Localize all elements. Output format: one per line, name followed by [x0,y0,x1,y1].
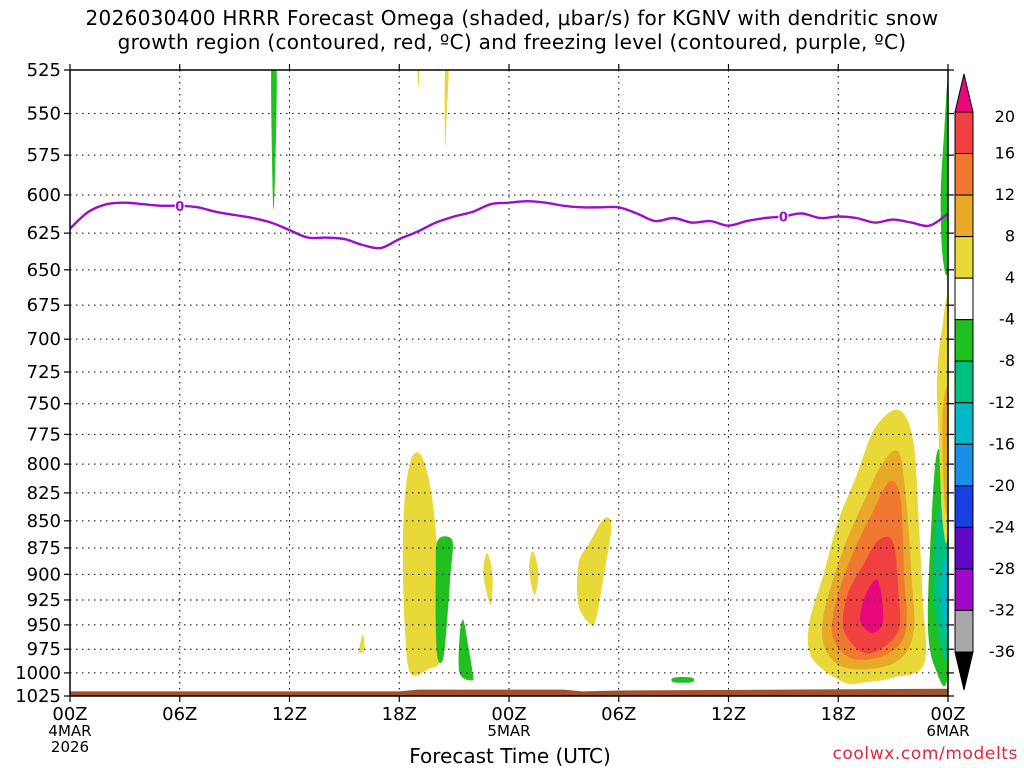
colorbar-segment-0 [954,111,974,155]
colorbar-label-12: -32 [989,600,1015,619]
y-tick-label-900: 900 [27,564,61,585]
y-tick-label-1000: 1000 [15,663,61,684]
colorbar-label-0: 20 [995,107,1015,126]
x-date-label-48: 6MAR [926,722,969,740]
y-tick-label-600: 600 [27,185,61,206]
omega-region-5 [577,517,612,626]
y-tick-label-800: 800 [27,454,61,475]
y-tick-label-525: 525 [27,60,61,81]
colorbar-segment-1 [954,153,974,196]
freezing-level-line [70,199,948,250]
title-line-2: growth region (contoured, red, ºC) and f… [117,30,907,54]
y-axis: 525 550 575 600 625 650 675 700 725 750 775 800 825 8… [15,60,954,707]
x-axis-label: Forecast Time (UTC) [409,744,611,768]
terrain-fill [70,688,948,696]
omega-region-3 [483,553,493,605]
y-tick-label-1025: 1025 [15,686,61,707]
y-tick-label-825: 825 [27,483,61,504]
omega-region-2 [458,619,474,681]
x-tick-label-42: 18Z [821,704,856,725]
y-tick-label-725: 725 [27,362,61,383]
y-tick-label-950: 950 [27,615,61,636]
omega-region-4 [529,551,539,595]
colorbar-segment-11 [954,568,974,611]
colorbar-segment-9 [954,485,974,528]
omega-region-15 [860,579,884,633]
y-tick-label-775: 775 [27,424,61,445]
x-tick-label-24: 00Z [491,704,526,725]
x-tick-label-6: 06Z [162,704,197,725]
colorbar-segment-3 [954,236,974,279]
y-tick-label-650: 650 [27,260,61,281]
y-tick-label-675: 675 [27,295,61,316]
colorbar-label-3: 8 [1005,227,1015,246]
omega-region-7 [444,70,449,149]
omega-region-0 [402,452,443,676]
colorbar-segment-10 [954,526,974,570]
y-tick-label-625: 625 [27,223,61,244]
colorbar-segment-2 [954,194,974,238]
y-tick-label-925: 925 [27,590,61,611]
chart-title: 2026030400 HRRR Forecast Omega (shaded, … [0,6,1024,54]
omega-region-8 [417,70,420,88]
x-tick-label-12: 12Z [272,704,307,725]
colorbar-label-1: 16 [995,144,1015,163]
terrain-shape [70,688,948,696]
colorbar-segment-7 [954,402,974,445]
colorbar-segment-8 [954,443,974,487]
freezing-level-label-0: 0 [175,200,184,215]
x-tick-label-0: 00Z [52,704,87,725]
omega-region-21 [940,81,948,276]
omega-region-6 [358,634,365,654]
grid-lines [70,70,948,696]
colorbar-label-7: -12 [989,393,1015,412]
y-tick-label-700: 700 [27,329,61,350]
colorbar-label-6: -8 [999,351,1015,370]
colorbar-label-9: -20 [989,476,1015,495]
colorbar-top-triangle [954,73,974,113]
omega-region-1 [435,536,454,663]
freezing-level-label-bg-0 [174,197,185,214]
colorbar-bottom-triangle [954,651,974,691]
x-date-label-0: 4MAR [48,722,91,740]
colorbar-segment-4 [954,277,974,321]
colorbar-label-11: -28 [989,559,1015,578]
colorbar-segment-6 [954,360,974,404]
title-line-1: 2026030400 HRRR Forecast Omega (shaded, … [85,6,939,30]
colorbar-label-2: 12 [995,185,1015,204]
omega-shading [271,70,948,686]
omega-region-10 [671,677,695,683]
colorbar-label-8: -16 [989,434,1015,453]
omega-region-18 [940,557,948,636]
freezing-level-label-1: 0 [779,211,788,226]
x-tick-label-18: 18Z [382,704,417,725]
colorbar-label-13: -36 [989,642,1015,661]
x-tick-label-36: 12Z [711,704,746,725]
x-date-label-24: 5MAR [487,722,530,740]
x-tick-label-48: 00Z [930,704,965,725]
y-tick-label-550: 550 [27,104,61,125]
credit-link[interactable]: coolwx.com/modelts [832,744,1018,764]
omega-region-20 [942,386,948,515]
y-tick-label-575: 575 [27,145,61,166]
freezing-level-label-bg-1 [778,208,789,225]
colorbar-segment-12 [954,609,974,653]
colorbar: 20 16 12 8 4 -4 -8 -12 -16 -20 -24 -28 -32 -36 [954,73,1015,691]
y-tick-label-975: 975 [27,639,61,660]
colorbar-label-10: -24 [989,517,1015,536]
x-year-label-0: 2026 [51,738,89,756]
freezing-level-contour: 00 [70,197,948,250]
y-tick-label-750: 750 [27,394,61,415]
y-tick-label-850: 850 [27,511,61,532]
colorbar-label-5: -4 [999,310,1015,329]
x-tick-label-30: 06Z [601,704,636,725]
y-tick-label-875: 875 [27,538,61,559]
omega-region-9 [271,70,277,210]
colorbar-label-4: 4 [1005,268,1015,287]
colorbar-segment-5 [954,319,974,362]
